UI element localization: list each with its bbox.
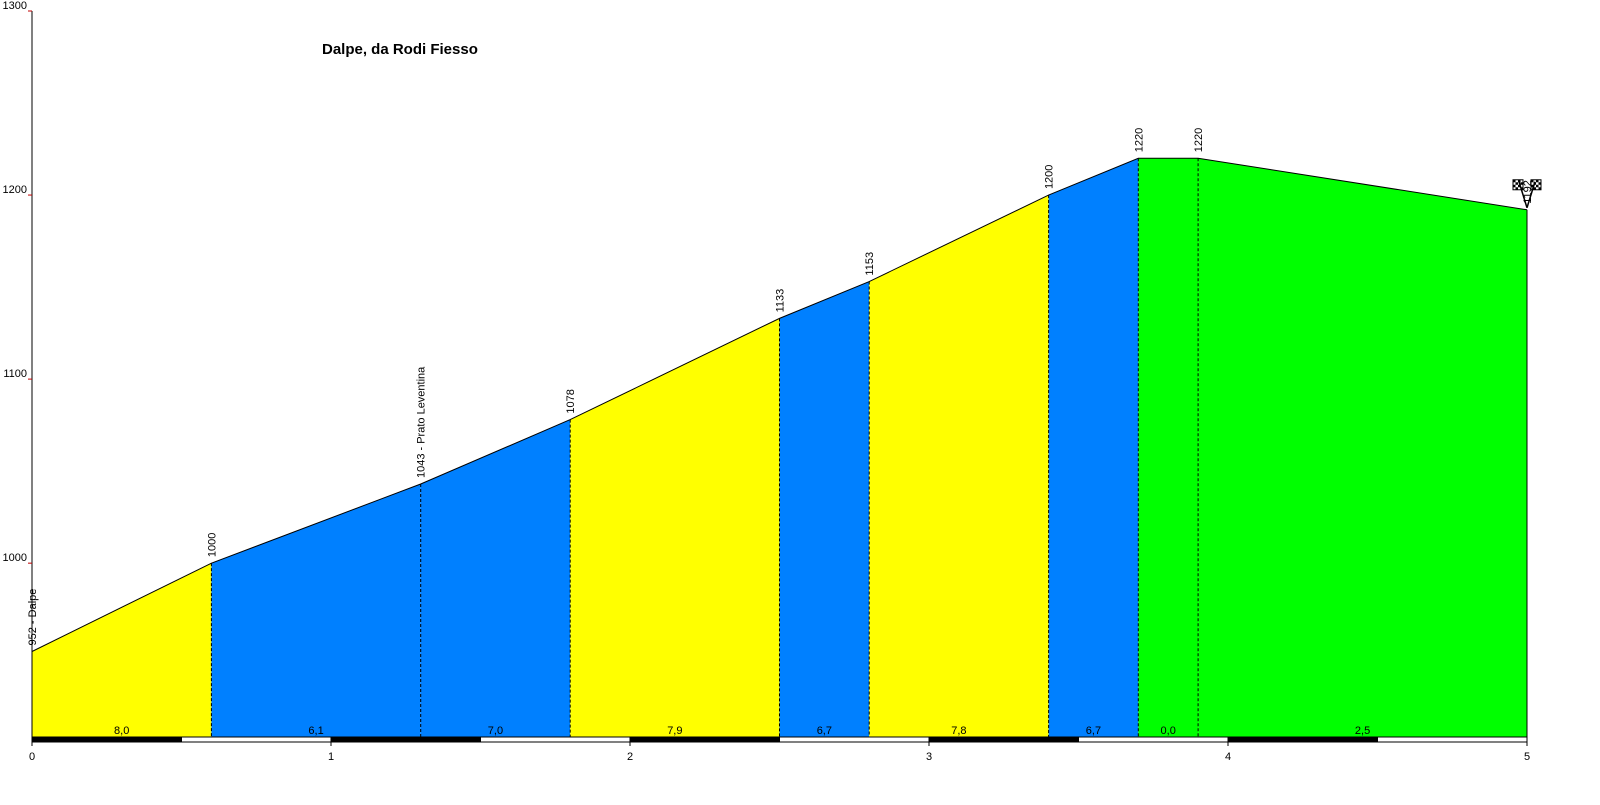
flag-right-cell-6: [1536, 184, 1539, 188]
profile-line: [31, 157, 1528, 652]
flag-left-border: [1512, 179, 1524, 191]
flag-right-border: [1530, 179, 1542, 191]
km-bar-block-8: [1227, 736, 1378, 743]
point-label-8: 1220: [1193, 128, 1205, 152]
gradient-label-8: 2,5: [1355, 725, 1370, 737]
gradient-label-3: 7,9: [667, 725, 682, 737]
point-labels: 952 - Dalpe 1000 1043 - Prato Leventina 107…: [27, 128, 1534, 646]
gradient-segment-8: [1198, 158, 1527, 739]
y-tick-label-0: 1000: [3, 552, 27, 564]
gradient-segment-4: [779, 281, 870, 738]
flag-left-cell-4: [1515, 187, 1518, 190]
gradient-segment-7: [1138, 158, 1199, 739]
gradient-label-1: 6,1: [308, 725, 323, 737]
km-bar-block-0: [31, 736, 182, 743]
y-axis: 1000 1100 1200 1300: [3, 0, 33, 738]
point-label-0: 952 - Dalpe: [27, 589, 39, 646]
gradient-segment-2: [420, 419, 571, 738]
flag-left-cell-0: [1513, 179, 1516, 183]
gradient-segment-3: [570, 318, 780, 738]
point-label-1: 1000: [206, 533, 218, 557]
point-label-5: 1153: [864, 252, 876, 276]
gradient-segments: [32, 158, 1527, 739]
gradient-label-6: 6,7: [1086, 725, 1101, 737]
y-tick-label-2: 1200: [3, 184, 27, 196]
gradient-label-5: 7,8: [951, 725, 966, 737]
point-label-6: 1200: [1044, 165, 1056, 189]
point-label-4: 1133: [775, 289, 787, 313]
km-bar-block-5: [779, 736, 930, 743]
x-tick-label-4: 4: [1225, 751, 1231, 763]
flag-right-cell-4: [1533, 187, 1536, 190]
km-scale-bar: [31, 736, 1528, 743]
gradient-labels: 8,0 6,1 7,0 7,9 6,7 7,8 6,7 0,0 2,5: [114, 725, 1370, 737]
km-bar-block-6: [928, 736, 1079, 743]
x-tick-label-0: 0: [29, 751, 35, 763]
x-tick-label-1: 1: [328, 751, 334, 763]
km-bar-block-9: [1377, 736, 1528, 743]
segment-dividers: [210, 158, 1199, 738]
point-label-3: 1078: [565, 389, 577, 413]
flag-right-cell-2: [1531, 184, 1534, 188]
km-bar-block-7: [1078, 736, 1229, 743]
flag-right-cell-3: [1536, 179, 1539, 183]
flag-left-cell-1: [1515, 182, 1518, 185]
flag-left-cell-5: [1520, 182, 1523, 185]
gradient-label-4: 6,7: [817, 725, 832, 737]
km-bar-block-3: [480, 736, 631, 743]
x-axis: 0 1 2 3 4 5: [29, 742, 1530, 763]
gradient-segment-5: [869, 195, 1049, 738]
gradient-label-2: 7,0: [488, 725, 503, 737]
x-tick-label-2: 2: [627, 751, 633, 763]
x-tick-label-5: 5: [1524, 751, 1530, 763]
flag-right-cell-7: [1538, 187, 1541, 190]
km-bar-block-1: [181, 736, 332, 743]
x-tick-label-3: 3: [926, 751, 932, 763]
gradient-segment-6: [1048, 158, 1139, 739]
flag-left-cell-6: [1518, 184, 1521, 188]
flag-left-cell-3: [1518, 179, 1521, 183]
chart-title: Dalpe, da Rodi Fiesso: [322, 41, 478, 58]
checkered-flags-icon: [1512, 179, 1542, 208]
point-label-2: 1043 - Prato Leventina: [416, 366, 428, 478]
flag-left-cell-2: [1513, 184, 1516, 188]
gradient-segment-1: [211, 484, 421, 738]
y-tick-label-3: 1300: [3, 0, 27, 12]
profile-outline: [31, 157, 1528, 738]
gradient-label-0: 8,0: [114, 725, 129, 737]
gradient-segment-0: [32, 563, 212, 738]
flag-pole-right: [1526, 181, 1536, 208]
km-bar-block-2: [330, 736, 481, 743]
km-bar-block-4: [629, 736, 780, 743]
flag-right-cell-0: [1531, 179, 1534, 183]
point-label-7: 1220: [1133, 128, 1145, 152]
finish-flag: [1512, 179, 1542, 208]
gradient-label-7: 0,0: [1161, 725, 1176, 737]
flag-right-cell-1: [1533, 182, 1536, 185]
flag-right-cell-5: [1538, 182, 1541, 185]
flag-left-cell-7: [1520, 187, 1523, 190]
y-tick-label-1: 1100: [3, 368, 27, 380]
